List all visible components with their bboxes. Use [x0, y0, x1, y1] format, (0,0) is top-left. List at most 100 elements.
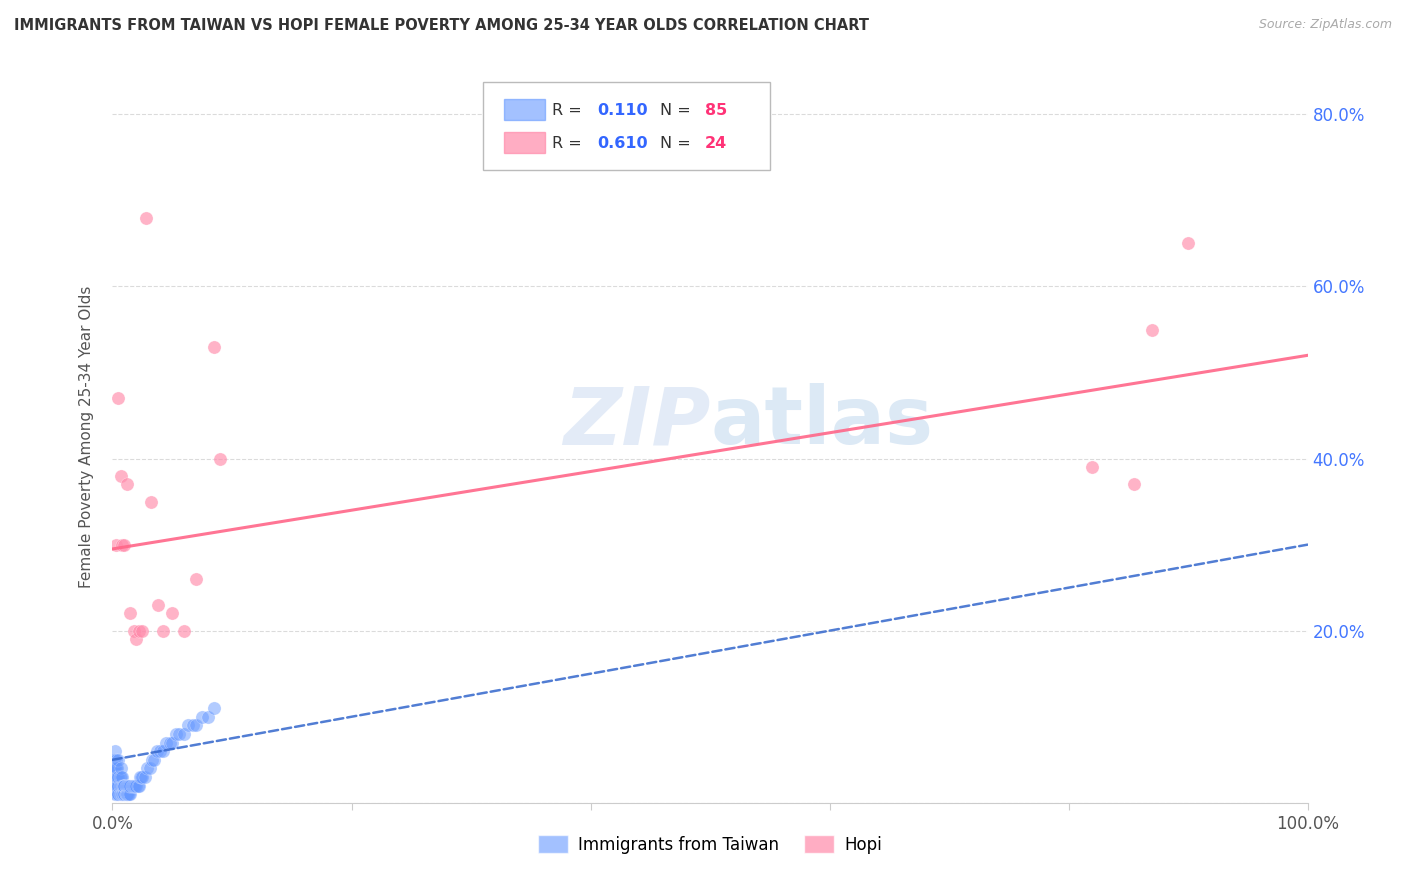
- Text: atlas: atlas: [710, 384, 934, 461]
- Point: [117, 779, 139, 793]
- Point: [107, 787, 129, 801]
- Point: [152, 744, 174, 758]
- Point: [173, 624, 195, 638]
- Point: [110, 779, 132, 793]
- Point: [111, 787, 134, 801]
- Point: [115, 787, 138, 801]
- Point: [104, 770, 127, 784]
- Point: [129, 770, 152, 784]
- Point: [177, 718, 200, 732]
- Point: [114, 787, 136, 801]
- Point: [129, 770, 152, 784]
- Point: [120, 607, 142, 621]
- Text: IMMIGRANTS FROM TAIWAN VS HOPI FEMALE POVERTY AMONG 25-34 YEAR OLDS CORRELATION : IMMIGRANTS FROM TAIWAN VS HOPI FEMALE PO…: [14, 18, 869, 33]
- Point: [162, 607, 183, 621]
- Point: [124, 779, 146, 793]
- Point: [110, 761, 132, 775]
- Point: [159, 735, 181, 749]
- FancyBboxPatch shape: [484, 82, 770, 170]
- Legend: Immigrants from Taiwan, Hopi: Immigrants from Taiwan, Hopi: [531, 829, 889, 860]
- Text: N =: N =: [659, 136, 696, 151]
- Point: [115, 779, 138, 793]
- Point: [162, 735, 183, 749]
- Point: [105, 787, 128, 801]
- Point: [186, 718, 208, 732]
- Text: 24: 24: [706, 136, 727, 151]
- Point: [149, 744, 172, 758]
- Point: [111, 538, 134, 552]
- Text: ZIP: ZIP: [562, 384, 710, 461]
- Point: [134, 770, 156, 784]
- Point: [121, 779, 143, 793]
- Point: [131, 624, 153, 638]
- Point: [103, 779, 125, 793]
- Point: [107, 753, 129, 767]
- Point: [104, 761, 127, 775]
- Point: [118, 779, 141, 793]
- Point: [117, 787, 139, 801]
- Point: [107, 392, 129, 406]
- Point: [1142, 322, 1164, 336]
- Point: [120, 779, 142, 793]
- Point: [120, 787, 142, 801]
- Point: [143, 753, 166, 767]
- Y-axis label: Female Poverty Among 25-34 Year Olds: Female Poverty Among 25-34 Year Olds: [79, 286, 94, 588]
- Point: [104, 787, 127, 801]
- Point: [1123, 477, 1146, 491]
- Point: [169, 727, 191, 741]
- Point: [112, 787, 135, 801]
- Point: [110, 787, 132, 801]
- Point: [136, 761, 159, 775]
- Point: [105, 761, 128, 775]
- Point: [110, 468, 132, 483]
- Point: [1081, 460, 1104, 475]
- Text: 0.110: 0.110: [598, 103, 648, 118]
- Point: [152, 624, 174, 638]
- Point: [127, 779, 149, 793]
- Text: 0.610: 0.610: [598, 136, 648, 151]
- Point: [202, 701, 225, 715]
- Point: [114, 779, 135, 793]
- Point: [121, 779, 143, 793]
- Point: [108, 770, 131, 784]
- Point: [125, 779, 148, 793]
- Point: [146, 598, 169, 612]
- Point: [114, 779, 135, 793]
- Point: [165, 727, 187, 741]
- Point: [114, 787, 135, 801]
- Point: [122, 779, 145, 793]
- Point: [112, 779, 135, 793]
- Text: R =: R =: [553, 136, 588, 151]
- Point: [111, 779, 134, 793]
- Point: [173, 727, 195, 741]
- Text: Source: ZipAtlas.com: Source: ZipAtlas.com: [1258, 18, 1392, 31]
- Point: [112, 779, 135, 793]
- Point: [110, 770, 132, 784]
- Point: [139, 494, 162, 508]
- Point: [209, 451, 232, 466]
- Point: [104, 779, 127, 793]
- Point: [105, 538, 128, 552]
- Point: [186, 572, 208, 586]
- Point: [118, 787, 141, 801]
- Point: [128, 779, 150, 793]
- Point: [131, 770, 153, 784]
- Point: [107, 787, 129, 801]
- Point: [105, 779, 128, 793]
- Point: [103, 753, 125, 767]
- Point: [181, 718, 204, 732]
- Point: [122, 624, 145, 638]
- Point: [191, 710, 214, 724]
- Point: [105, 761, 128, 775]
- Text: 85: 85: [706, 103, 727, 118]
- FancyBboxPatch shape: [505, 132, 546, 153]
- Point: [138, 761, 160, 775]
- Point: [125, 632, 148, 647]
- Point: [108, 779, 131, 793]
- Point: [197, 710, 219, 724]
- Point: [104, 744, 127, 758]
- Point: [107, 779, 129, 793]
- Point: [115, 477, 138, 491]
- Point: [1177, 236, 1199, 251]
- Point: [105, 779, 128, 793]
